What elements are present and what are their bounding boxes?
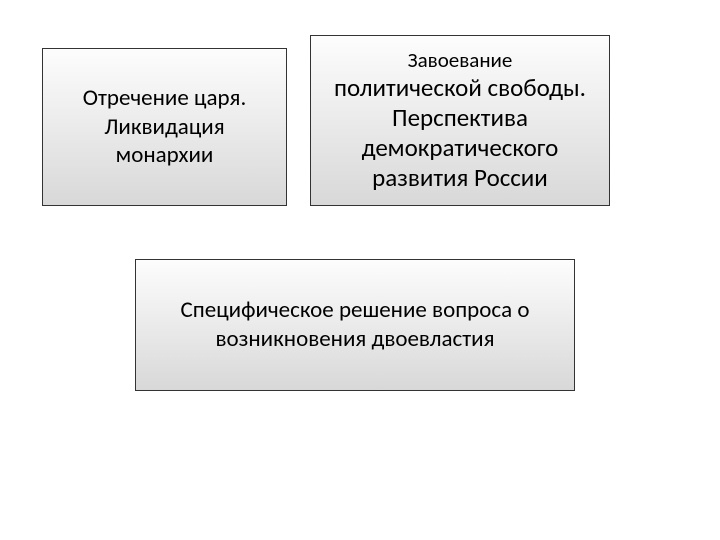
box-abdication-text: Отречение царя. Ликвидация монархии <box>43 74 286 180</box>
box-abdication: Отречение царя. Ликвидация монархии <box>42 48 287 206</box>
freedom-line-2: политической свободы. <box>334 73 586 103</box>
box-dual-power: Специфическое решение вопроса о возникно… <box>135 259 575 391</box>
freedom-line-1: Завоевание <box>334 48 586 73</box>
box-political-freedom-content: Завоевание политической свободы. Перспек… <box>324 40 596 201</box>
box-political-freedom: Завоевание политической свободы. Перспек… <box>310 35 610 206</box>
freedom-line-5: развития России <box>334 163 586 193</box>
box-dual-power-text: Специфическое решение вопроса о возникно… <box>136 286 574 364</box>
freedom-line-4: демократического <box>334 133 586 163</box>
freedom-line-3: Перспектива <box>334 103 586 133</box>
